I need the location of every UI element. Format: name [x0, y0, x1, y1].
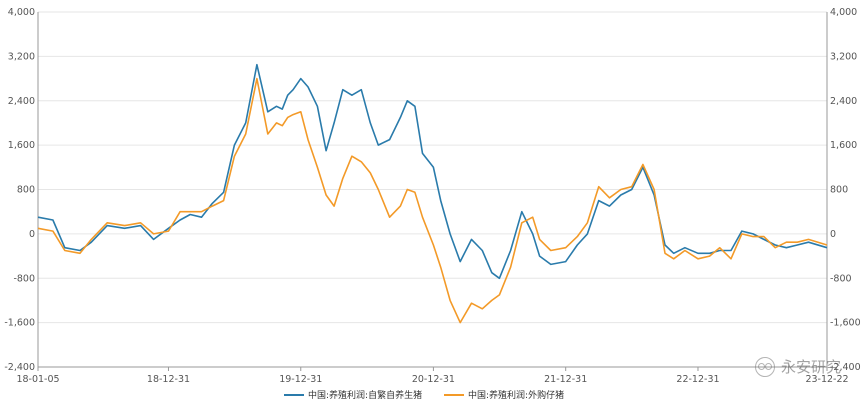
y-tick-label-right: 4,000	[830, 7, 857, 18]
x-tick-label: 18-12-31	[147, 374, 190, 385]
y-tick-label-left: 800	[17, 185, 35, 196]
x-tick-label: 21-12-31	[544, 374, 587, 385]
series-line-2	[37, 77, 828, 324]
x-tick-label: 22-12-31	[676, 374, 719, 385]
y-tick-label-right: 0	[830, 229, 836, 240]
y-tick-label-left: 4,000	[8, 7, 35, 18]
x-tick-label: 23-12-22	[805, 374, 848, 385]
y-tick-label-right: 800	[830, 185, 848, 196]
y-axis-left-ticks: 4,000 3,200 2,400 1,600 800 0 -800 -1,600 -2,400	[4, 7, 35, 373]
y-tick-label-right: -2,400	[830, 362, 861, 373]
x-tick-label: 18-01-05	[16, 374, 59, 385]
y-axis-right-ticks: 4,000 3,200 2,400 1,600 800 0 -800 -1,600 -2,400	[830, 7, 861, 373]
watermark-logo: 永安研究	[754, 356, 841, 377]
y-tick-label-left: 1,600	[8, 140, 35, 151]
wechat-icon	[754, 356, 775, 377]
y-tick-label-left: 0	[29, 229, 35, 240]
y-tick-label-right: 1,600	[830, 140, 857, 151]
x-axis-ticks: 18-01-05 18-12-31 19-12-31 20-12-31 21-12-31…	[16, 367, 849, 385]
x-tick-label: 19-12-31	[279, 374, 322, 385]
grid-lines	[38, 11, 827, 368]
y-tick-label-right: 3,200	[830, 51, 857, 62]
y-tick-label-right: -1,600	[830, 318, 861, 329]
series-line-1	[37, 63, 828, 280]
y-tick-label-right: -800	[830, 273, 852, 284]
series-lines	[37, 63, 828, 324]
x-tick-label: 20-12-31	[412, 374, 455, 385]
y-tick-label-left: 2,400	[8, 96, 35, 107]
axes	[37, 12, 828, 368]
legend-label-series-2: 中国:养殖利润:外购仔猪	[468, 389, 564, 401]
y-tick-label-left: -800	[13, 273, 35, 284]
legend-label-series-1: 中国:养殖利润:自繁自养生猪	[308, 389, 422, 401]
y-tick-label-right: 2,400	[830, 96, 857, 107]
y-tick-label-left: 3,200	[8, 51, 35, 62]
legend: 中国:养殖利润:自繁自养生猪 中国:养殖利润:外购仔猪	[284, 389, 564, 401]
y-tick-label-left: -1,600	[4, 318, 35, 329]
watermark-text: 永安研究	[780, 358, 841, 376]
y-tick-label-left: -2,400	[4, 362, 35, 373]
